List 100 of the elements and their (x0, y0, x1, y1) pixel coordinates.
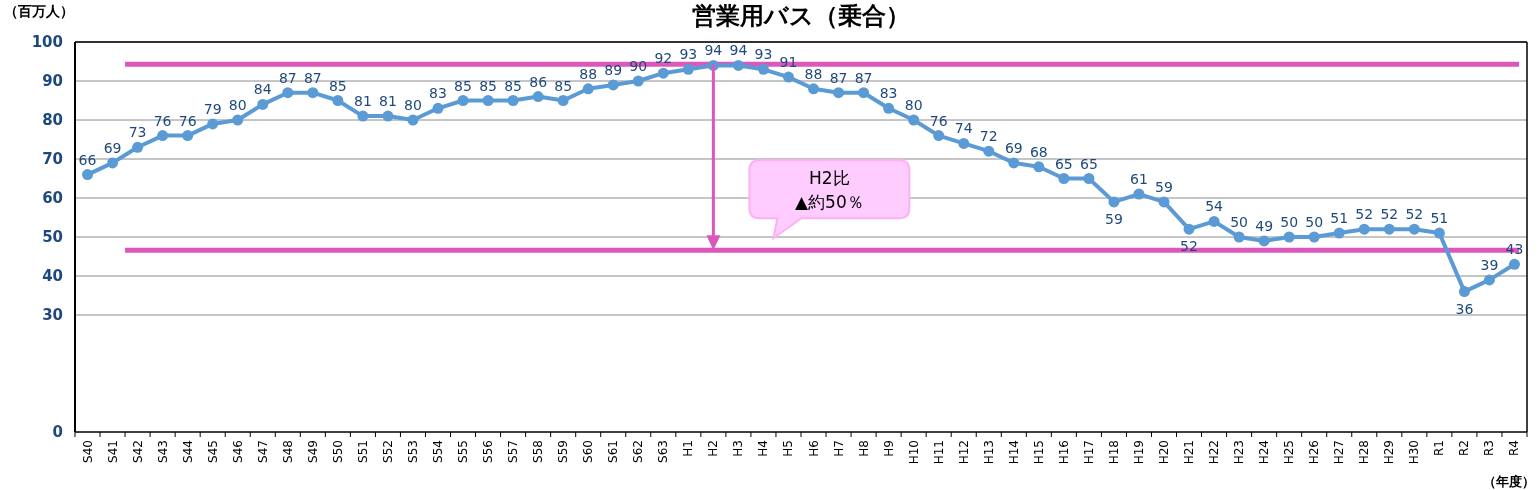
x-tick-label: H6 (806, 440, 821, 457)
x-tick-label: H11 (931, 440, 946, 465)
data-label: 52 (1355, 206, 1374, 223)
point (1108, 196, 1120, 208)
point (82, 169, 94, 181)
x-tick-label: S40 (80, 440, 95, 463)
data-label: 65 (1054, 155, 1073, 172)
data-label: 74 (954, 120, 973, 137)
point (132, 141, 144, 153)
y-tick-label: 50 (42, 228, 63, 246)
y-tick-label: 30 (42, 306, 63, 324)
point (1408, 223, 1420, 235)
x-axis-title: （年度） (1483, 474, 1535, 489)
point (657, 67, 669, 79)
data-label: 88 (804, 65, 823, 82)
x-tick-label: R3 (1482, 440, 1497, 456)
data-label: 80 (904, 97, 923, 113)
point (1208, 215, 1220, 227)
x-tick-label: S41 (105, 440, 120, 463)
data-label: 59 (1105, 210, 1123, 227)
point (332, 95, 344, 106)
x-tick-label: H26 (1307, 440, 1322, 465)
point (457, 95, 469, 106)
data-label: 80 (404, 97, 422, 113)
data-label: 76 (929, 112, 948, 129)
data-label: 80 (228, 97, 247, 113)
data-label: 86 (529, 73, 548, 90)
data-label: 87 (303, 69, 322, 86)
point (1283, 231, 1295, 243)
data-label: 93 (679, 46, 698, 63)
x-tick-label: H19 (1131, 440, 1146, 465)
data-label: 88 (579, 65, 598, 82)
data-label: 83 (429, 85, 447, 102)
point (532, 91, 544, 103)
point (757, 63, 769, 75)
x-tick-label: S46 (230, 440, 245, 463)
data-label: 51 (1430, 210, 1449, 227)
y-tick-label: 60 (42, 189, 63, 207)
y-tick-label: 90 (42, 72, 63, 90)
data-label: 87 (854, 69, 873, 86)
data-label: 36 (1455, 300, 1474, 317)
x-tick-label: H14 (1006, 440, 1021, 465)
point (1008, 157, 1020, 169)
x-tick-label: H13 (981, 440, 996, 465)
data-label: 65 (1079, 155, 1098, 172)
data-label: 66 (78, 151, 97, 168)
annotation: H2比 ▲約50％ (795, 168, 864, 213)
data-label: 87 (829, 69, 848, 86)
point (107, 157, 119, 169)
x-tick-label: S47 (255, 440, 270, 463)
x-tick-label: H4 (756, 440, 771, 457)
data-label: 79 (203, 100, 222, 117)
x-tick-label: R4 (1507, 440, 1522, 456)
point (858, 87, 870, 99)
data-label: 92 (654, 50, 673, 67)
data-label: 61 (1130, 171, 1148, 188)
x-tick-label: H29 (1382, 440, 1397, 465)
point (1383, 223, 1395, 235)
data-label: 85 (479, 77, 497, 94)
x-tick-label: S57 (506, 440, 521, 463)
point (833, 87, 845, 99)
x-tick-label: H28 (1357, 440, 1372, 465)
data-label: 49 (1255, 217, 1274, 234)
data-label: 81 (379, 93, 397, 110)
point (1308, 231, 1320, 243)
point (407, 114, 419, 126)
x-tick-label: S54 (431, 440, 445, 463)
point (1333, 227, 1345, 239)
y-axis-title: （百万人） (4, 3, 74, 19)
point (1233, 231, 1245, 243)
x-tick-label: H10 (906, 440, 921, 465)
data-label: 73 (128, 124, 147, 141)
x-tick-label: H25 (1282, 440, 1297, 465)
x-tick-label: S56 (481, 440, 496, 463)
x-tick-label: H21 (1182, 440, 1197, 465)
data-label: 39 (1480, 256, 1499, 273)
point (357, 110, 369, 122)
x-tick-label: H16 (1056, 440, 1071, 465)
point (1483, 274, 1495, 286)
data-label: 50 (1305, 214, 1324, 230)
data-label: 68 (1029, 143, 1048, 160)
y-tick-label: 80 (42, 111, 63, 129)
point (207, 118, 219, 130)
x-tick-label: S61 (606, 440, 621, 463)
data-label: 51 (1330, 210, 1349, 227)
data-label: 85 (328, 77, 347, 94)
x-tick-label: H24 (1257, 440, 1272, 465)
x-tick-label: S52 (380, 440, 395, 463)
y-tick-label: 40 (42, 267, 63, 285)
data-label: 85 (454, 77, 472, 94)
data-label: 52 (1405, 206, 1424, 223)
chart-title: 営業用バス（乗合） (692, 2, 910, 30)
point (557, 95, 569, 106)
x-tick-label: S43 (155, 440, 170, 463)
point (782, 71, 794, 83)
data-label: 89 (604, 61, 623, 78)
point (307, 87, 319, 99)
x-tick-label: H17 (1081, 440, 1096, 465)
point (983, 145, 995, 157)
data-label: 84 (253, 81, 272, 98)
